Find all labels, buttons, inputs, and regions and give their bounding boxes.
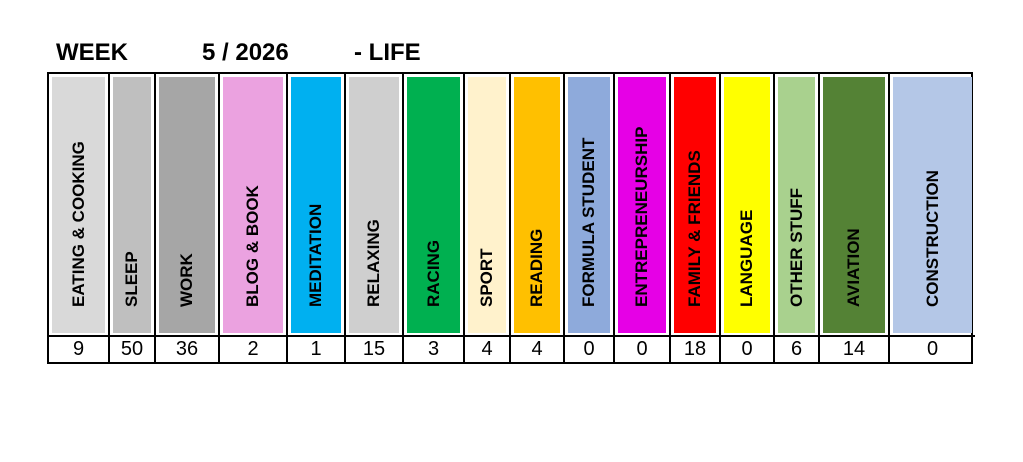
activity-label: FAMILY & FRIENDS [685,150,704,307]
activity-color-block: BLOG & BOOK [223,77,283,333]
activity-label: AVIATION [844,228,863,307]
activity-column: FORMULA STUDENT 0 [565,74,615,362]
activity-column: READING 4 [511,74,565,362]
activity-color-block: AVIATION [823,77,885,333]
activity-label: RELAXING [364,219,383,307]
activity-color-block: MEDITATION [291,77,341,333]
activity-color-block: FORMULA STUDENT [568,77,610,333]
activity-color-block: EATING & COOKING [52,77,105,333]
sheet-title: WEEK 5 / 2026 - LIFE [52,36,612,70]
activity-label: LANGUAGE [737,209,756,307]
activity-hours: 4 [465,335,509,362]
activity-hours: 1 [288,335,344,362]
activity-column: FAMILY & FRIENDS 18 [671,74,721,362]
activity-hours: 2 [220,335,286,362]
activity-label: ENTREPRENEURSHIP [632,126,651,307]
activity-hours: 9 [49,335,108,362]
activity-column: OTHER STUFF 6 [775,74,820,362]
activity-column: RELAXING 15 [346,74,404,362]
activity-column: AVIATION 14 [820,74,890,362]
activity-hours: 36 [156,335,218,362]
activity-table: EATING & COOKING 9 SLEEP 50 WORK 36 BLOG & BOO… [47,72,975,364]
activity-color-block: OTHER STUFF [778,77,815,333]
activity-column: ENTREPRENEURSHIP 0 [615,74,671,362]
activity-column: LANGUAGE 0 [721,74,775,362]
activity-column: RACING 3 [404,74,465,362]
activity-column: EATING & COOKING 9 [49,74,110,362]
activity-column: CONSTRUCTION 0 [890,74,975,362]
activity-hours: 3 [404,335,463,362]
activity-label: CONSTRUCTION [922,170,942,307]
activity-column: BLOG & BOOK 2 [220,74,288,362]
activity-color-block: READING [514,77,560,333]
activity-color-block: WORK [159,77,215,333]
activity-hours: 6 [775,335,818,362]
activity-label: MEDITATION [306,203,325,307]
activity-hours: 0 [721,335,773,362]
activity-hours: 15 [346,335,402,362]
activity-color-block: LANGUAGE [724,77,770,333]
week-number: 5 / 2026 [202,39,289,66]
activity-color-block: SLEEP [113,77,151,333]
activity-label: SPORT [477,248,496,307]
activity-color-block: SPORT [468,77,506,333]
activity-hours: 0 [890,335,975,362]
activity-color-block: RACING [407,77,460,333]
activity-label: READING [527,228,546,307]
activity-label: OTHER STUFF [786,188,806,307]
week-label: WEEK [56,39,128,66]
activity-hours: 50 [110,335,154,362]
activity-label: BLOG & BOOK [243,185,262,307]
activity-hours: 4 [511,335,563,362]
activity-hours: 18 [671,335,719,362]
activity-color-block: RELAXING [349,77,399,333]
activity-column: WORK 36 [156,74,220,362]
activity-label: FORMULA STUDENT [579,137,598,307]
activity-label: RACING [423,239,443,307]
activity-label: EATING & COOKING [68,141,88,307]
category-label: - LIFE [354,39,421,66]
activity-column: MEDITATION 1 [288,74,346,362]
activity-color-block: ENTREPRENEURSHIP [618,77,666,333]
activity-hours: 0 [565,335,613,362]
activity-hours: 0 [615,335,669,362]
activity-label: WORK [177,253,196,307]
activity-color-block: CONSTRUCTION [893,77,972,333]
activity-column: SLEEP 50 [110,74,156,362]
activity-label: SLEEP [122,251,141,307]
activity-hours: 14 [820,335,888,362]
activity-color-block: FAMILY & FRIENDS [674,77,716,333]
activity-column: SPORT 4 [465,74,511,362]
